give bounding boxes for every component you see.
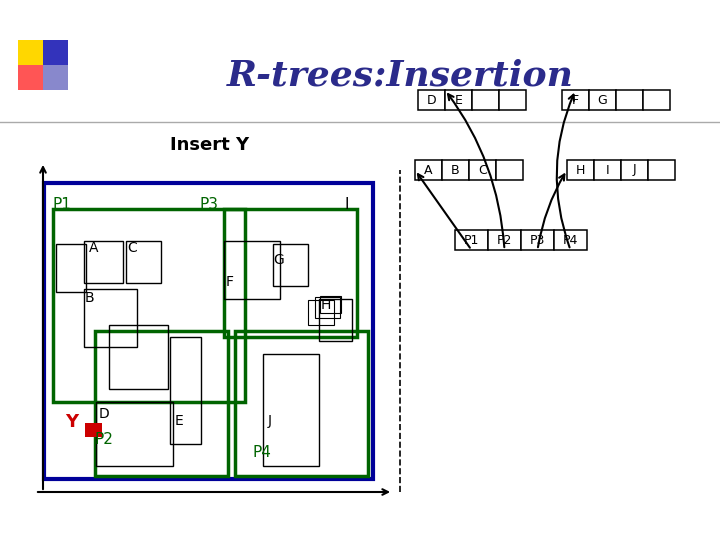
Bar [263,354,318,466]
Text: Y: Y [65,413,78,431]
Bar [496,160,523,180]
Text: D: D [99,407,109,421]
Text: A: A [89,241,99,255]
Text: C: C [478,164,487,177]
Text: P1: P1 [464,233,480,246]
Bar [56,244,86,292]
Bar [648,160,675,180]
Text: H: H [576,164,585,177]
Bar [567,160,594,180]
Text: P3: P3 [199,197,218,212]
Bar [442,160,469,180]
Text: J: J [633,164,636,177]
Bar [84,289,137,347]
Bar [126,241,161,283]
Bar [488,230,521,250]
Bar [621,160,648,180]
Text: P3: P3 [530,233,545,246]
Bar [43,65,68,90]
Bar [315,297,340,318]
Bar [43,40,68,65]
Text: G: G [598,93,608,106]
Bar [18,40,43,65]
Bar [455,230,488,250]
Bar [418,90,445,110]
Bar [472,90,499,110]
Bar [18,65,43,90]
Text: I: I [345,197,349,212]
Bar [273,244,308,286]
Bar [499,90,526,110]
Bar [308,300,334,325]
Bar [616,90,643,110]
Text: J: J [268,414,271,428]
Text: B: B [451,164,460,177]
Text: P2: P2 [497,233,512,246]
Text: F: F [226,275,234,289]
Text: A: A [424,164,433,177]
Text: I: I [606,164,609,177]
Bar [521,230,554,250]
Bar [235,331,367,476]
Bar [96,402,174,466]
Bar [224,241,280,299]
Bar [594,160,621,180]
Text: E: E [454,93,462,106]
Text: P1: P1 [53,197,71,212]
Bar [469,160,496,180]
Text: P4: P4 [563,233,578,246]
Text: E: E [175,414,184,428]
Text: F: F [572,93,579,106]
Text: D: D [427,93,436,106]
Bar [109,325,168,389]
Bar [44,183,373,479]
Text: Insert Y: Insert Y [171,136,250,154]
Bar [415,160,442,180]
Bar [224,208,357,338]
Bar [320,295,341,313]
Bar [84,241,122,283]
Bar [445,90,472,110]
Bar [562,90,589,110]
Bar [643,90,670,110]
Text: P4: P4 [252,445,271,460]
Text: C: C [127,241,138,255]
Bar [318,299,352,341]
Text: B: B [85,291,94,305]
Text: G: G [274,253,284,267]
Text: P2: P2 [94,432,113,447]
Bar [85,423,102,437]
Bar [589,90,616,110]
Text: R-trees:Insertion: R-trees:Insertion [227,58,573,92]
Bar [94,331,228,476]
Bar [53,208,245,402]
Text: H: H [320,298,330,312]
Bar [170,338,202,444]
Bar [554,230,587,250]
